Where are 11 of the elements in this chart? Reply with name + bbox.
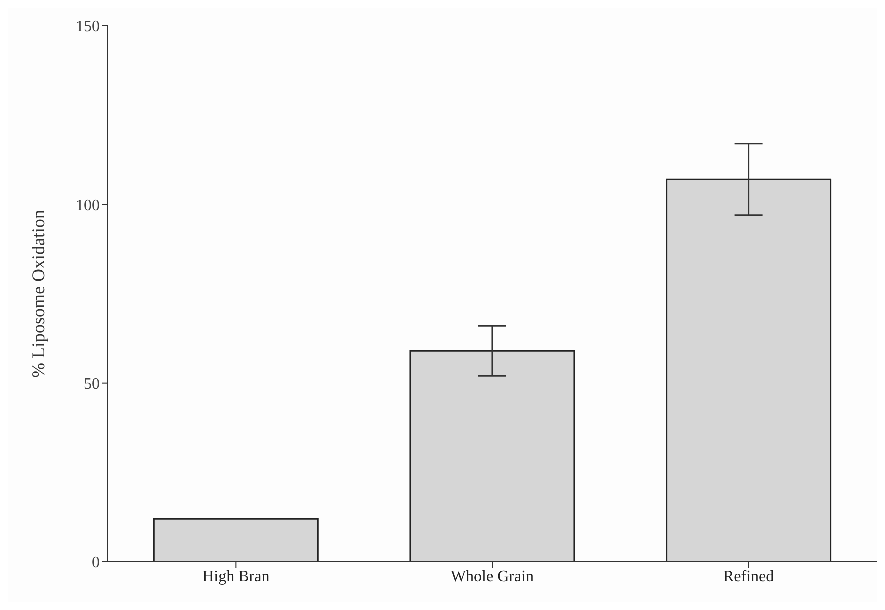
- x-tick-label: Whole Grain: [450, 568, 534, 586]
- x-tick-label: High Bran: [202, 568, 270, 586]
- bar: [410, 350, 576, 562]
- y-tick-label: 50: [84, 376, 100, 394]
- bar: [153, 518, 319, 562]
- y-tick-label: 100: [76, 197, 100, 214]
- x-tick-label: Refined: [724, 568, 774, 586]
- y-axis-title: % Liposome Oxidation: [28, 210, 48, 378]
- y-tick-label: 150: [76, 18, 100, 36]
- bar: [666, 178, 832, 562]
- y-tick-label: 0: [92, 554, 100, 572]
